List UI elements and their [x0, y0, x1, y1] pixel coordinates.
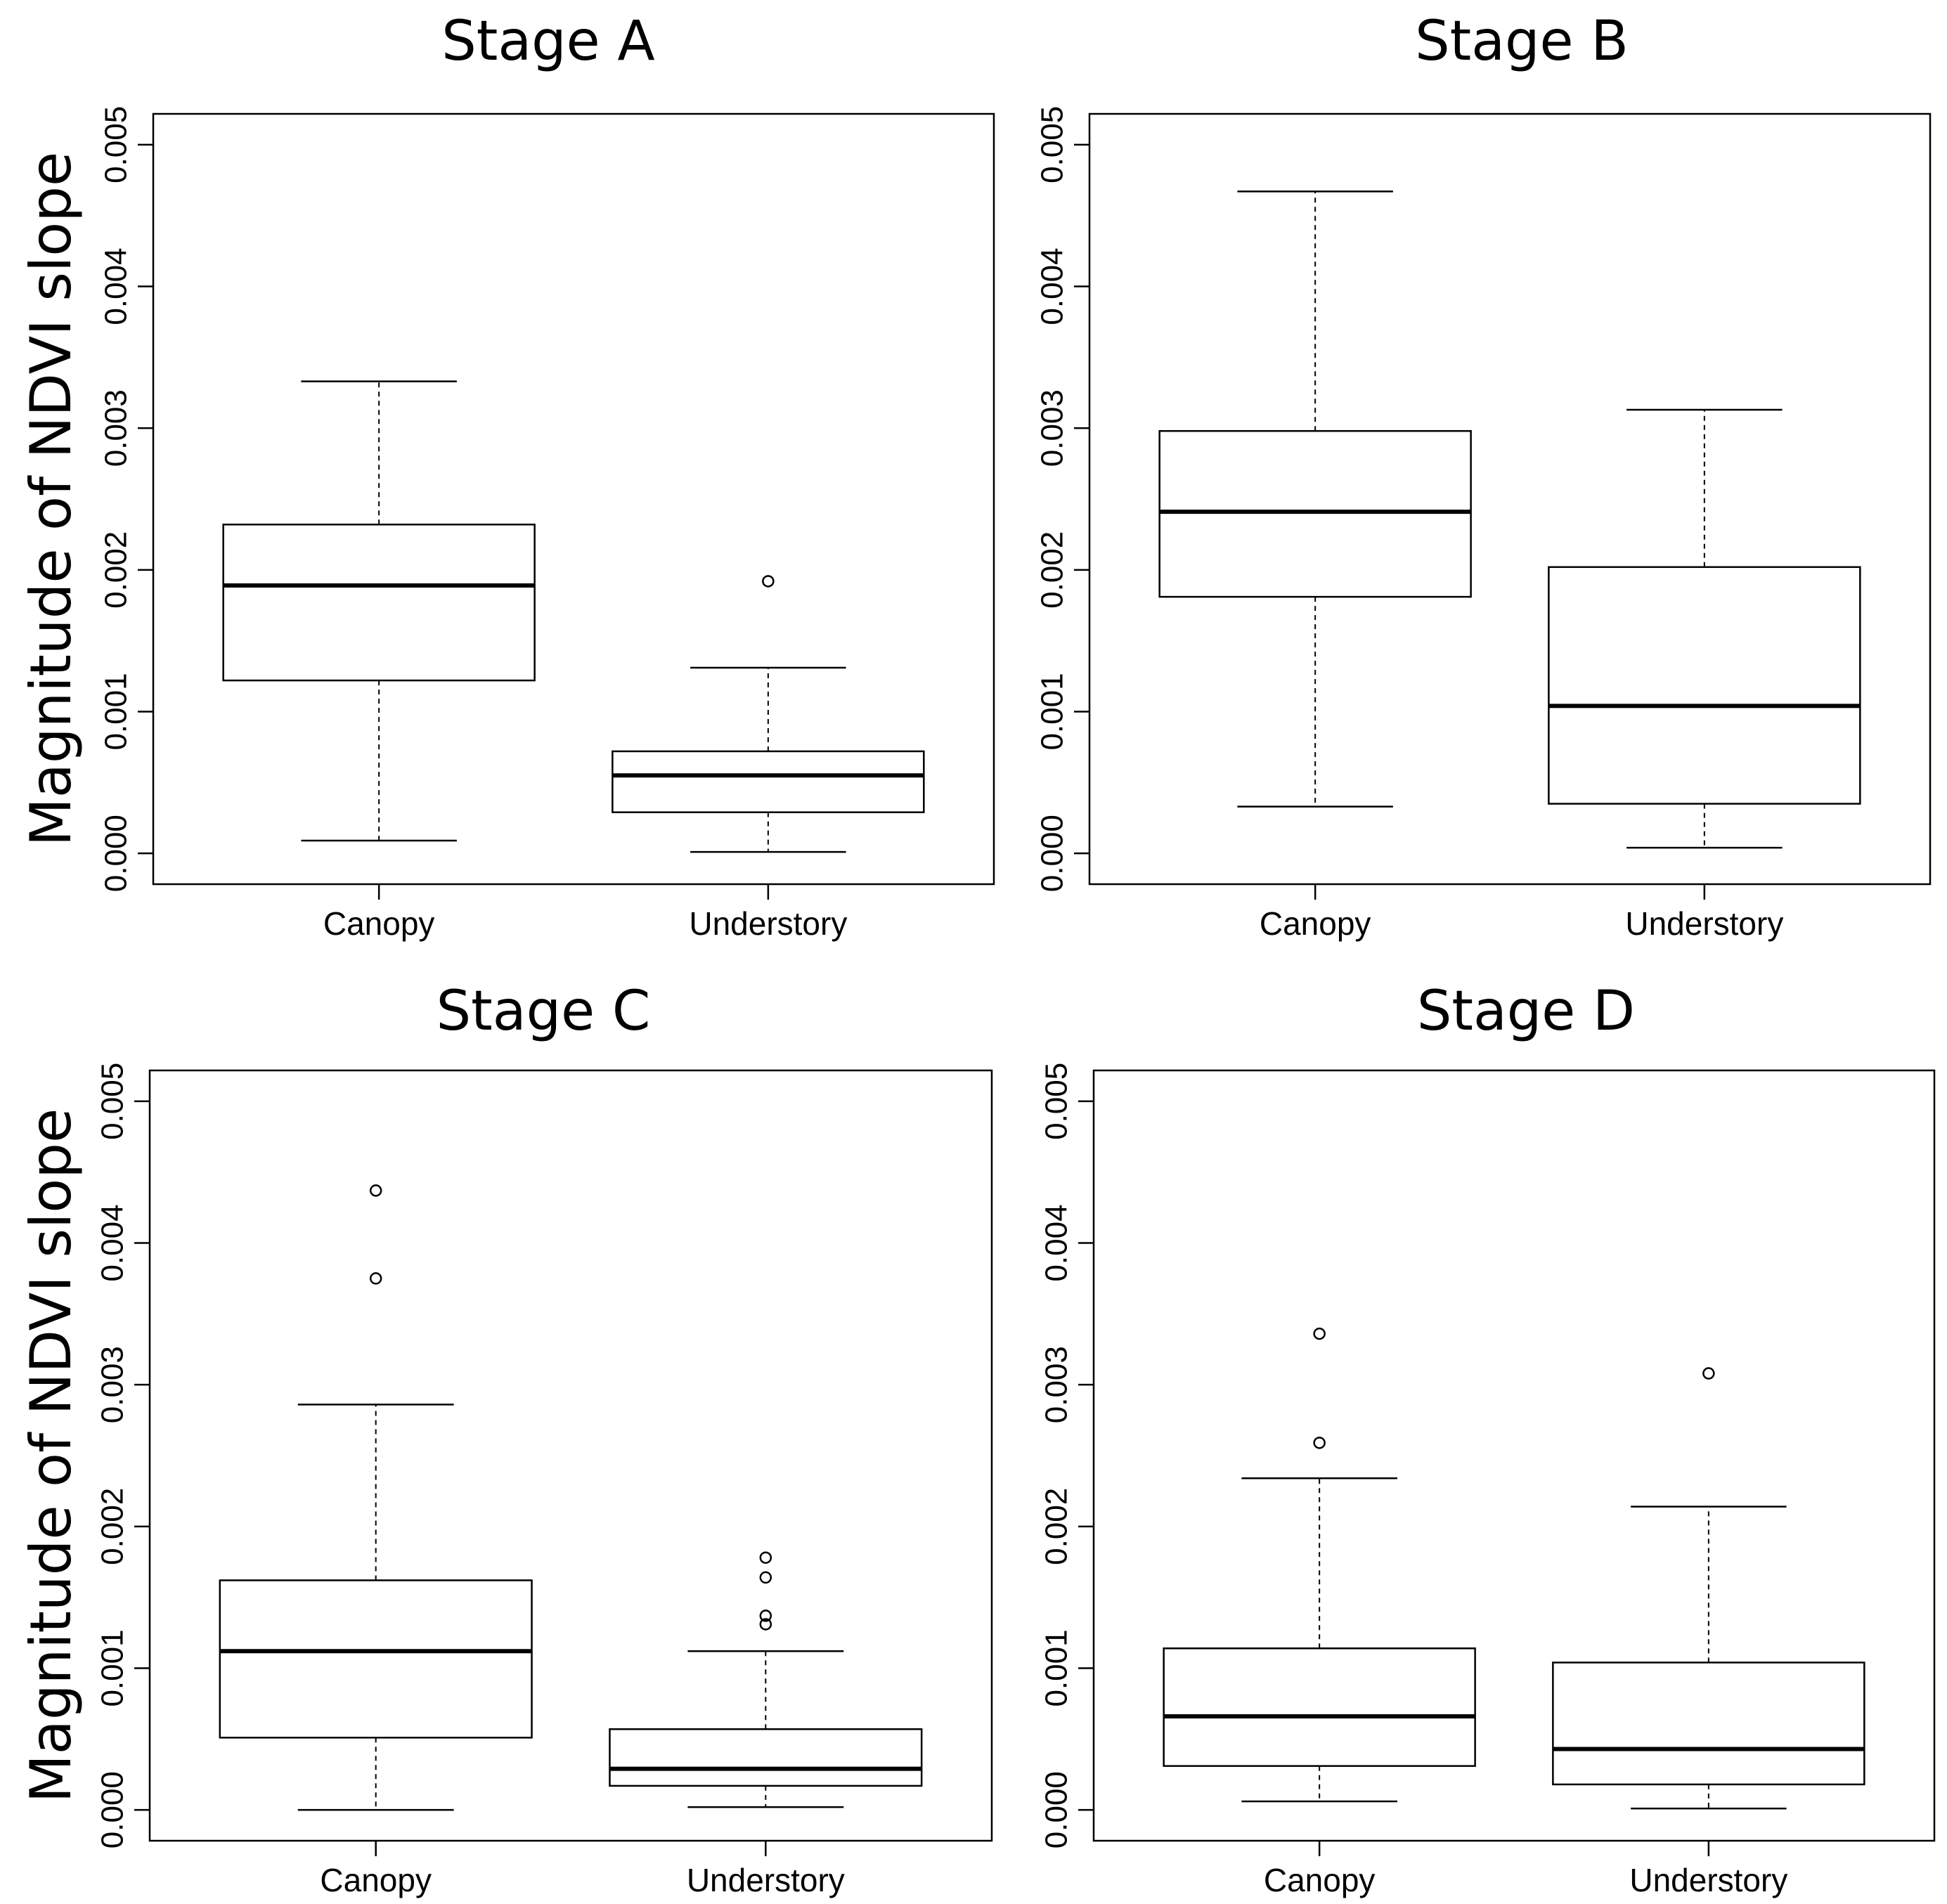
y-tick-label: 0.005 [1035, 106, 1070, 183]
box-iqr [1548, 566, 1861, 805]
outlier-point [1702, 1367, 1715, 1380]
box-iqr [612, 750, 925, 813]
panel-title: Stage C [436, 980, 651, 1043]
outlier-point [759, 1571, 772, 1584]
x-tick-label: Understory [689, 905, 847, 942]
y-tick-label: 0.005 [1040, 1063, 1074, 1140]
panel-stage-d: Stage D 0.000 0.001 0.002 0.003 0.004 0.005 Ca… [1040, 980, 1936, 1898]
box-iqr [1163, 1647, 1476, 1767]
y-tick-label: 0.004 [96, 1204, 130, 1281]
y-axis-label: Magnitude of NDVI slope [18, 152, 84, 846]
y-tick-label: 0.003 [1035, 389, 1070, 467]
y-tick-label: 0.002 [99, 531, 134, 609]
y-tick-label: 0.001 [96, 1629, 130, 1707]
y-tick-label: 0.000 [1040, 1771, 1074, 1848]
plot-frame [152, 112, 995, 886]
y-tick-label: 0.003 [99, 389, 134, 467]
outlier-point [1313, 1437, 1326, 1449]
plot-frame [1088, 112, 1932, 886]
y-tick-label: 0.003 [96, 1346, 130, 1423]
panel-stage-a: Stage A Magnitude of NDVI slope 0.000 0.0… [18, 10, 995, 942]
x-tick-label: Canopy [1260, 905, 1371, 942]
y-tick-label: 0.000 [1035, 815, 1070, 892]
y-tick-label: 0.004 [1040, 1204, 1074, 1281]
outlier-point [369, 1184, 382, 1197]
panel-title: Stage A [441, 10, 655, 73]
y-tick-label: 0.000 [99, 815, 134, 892]
panel-title: Stage B [1415, 10, 1629, 73]
outlier-point [1313, 1327, 1326, 1340]
y-tick-label: 0.005 [99, 106, 134, 183]
panel-stage-c: Stage C Magnitude of NDVI slope 0.000 0.0… [18, 980, 993, 1898]
x-tick-label: Canopy [323, 905, 435, 942]
y-axis-label: Magnitude of NDVI slope [18, 1108, 84, 1803]
box-iqr [609, 1728, 923, 1787]
y-tick-label: 0.004 [1035, 247, 1070, 325]
y-tick-label: 0.001 [1040, 1629, 1074, 1707]
x-tick-label: Understory [1625, 905, 1783, 942]
plot-frame [1092, 1069, 1936, 1842]
box-iqr [1552, 1662, 1865, 1786]
outlier-point [759, 1618, 772, 1631]
y-tick-label: 0.004 [99, 247, 134, 325]
x-tick-label: Understory [1629, 1862, 1787, 1898]
panel-stage-b: Stage B 0.000 0.001 0.002 0.003 0.004 0.005 Ca… [1035, 10, 1932, 942]
x-tick-label: Canopy [320, 1862, 432, 1898]
y-tick-label: 0.001 [99, 673, 134, 750]
outlier-point [762, 575, 775, 588]
x-tick-label: Understory [687, 1862, 845, 1898]
box-iqr [219, 1579, 533, 1739]
y-tick-label: 0.002 [1035, 531, 1070, 609]
x-tick-label: Canopy [1264, 1862, 1376, 1898]
y-tick-label: 0.005 [96, 1063, 130, 1140]
outlier-point [369, 1272, 382, 1285]
y-tick-label: 0.002 [96, 1488, 130, 1565]
y-tick-label: 0.001 [1035, 673, 1070, 750]
y-tick-label: 0.002 [1040, 1488, 1074, 1565]
y-tick-label: 0.003 [1040, 1346, 1074, 1423]
outlier-point [759, 1610, 772, 1622]
box-iqr [222, 524, 536, 682]
panel-title: Stage D [1417, 980, 1635, 1043]
plot-frame [148, 1069, 993, 1842]
y-tick-label: 0.000 [96, 1771, 130, 1848]
box-iqr [1158, 429, 1472, 598]
outlier-point [759, 1551, 772, 1564]
